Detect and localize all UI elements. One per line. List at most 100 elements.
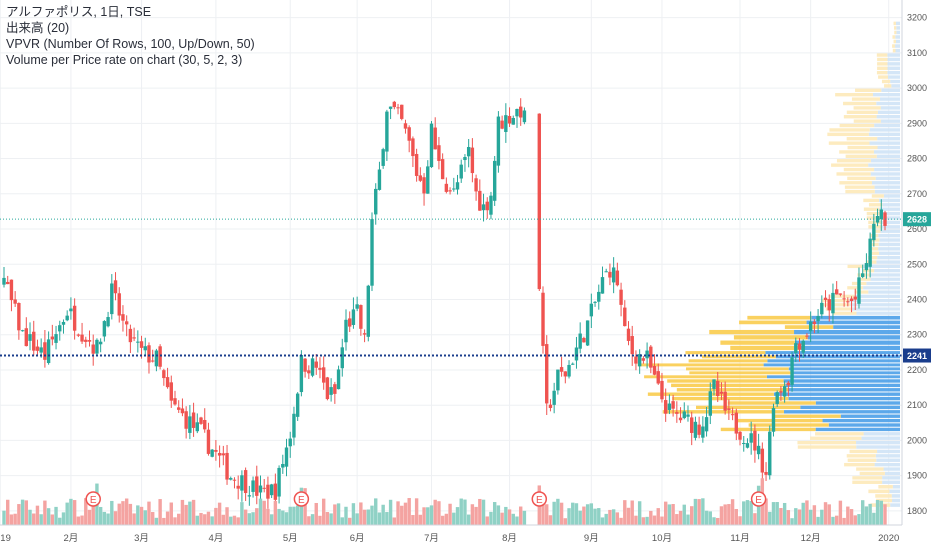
vpvr-bar-down xyxy=(733,335,808,340)
volume-bar xyxy=(838,500,843,525)
volume-bar xyxy=(9,514,14,525)
vpvr-bar-down xyxy=(667,379,784,383)
volume-bar xyxy=(414,498,419,525)
vpvr-bar-up xyxy=(879,198,900,203)
candle-body xyxy=(552,390,556,405)
vpvr-bar-up xyxy=(882,476,900,480)
vpvr-bar-down xyxy=(815,432,864,436)
candle-body xyxy=(597,291,601,302)
candle-body xyxy=(749,433,753,443)
legend-volume-line[interactable]: 出来高 (20) xyxy=(6,21,70,35)
candle-body xyxy=(864,263,869,271)
candle-body xyxy=(307,370,311,374)
last-price-badge xyxy=(903,212,931,227)
volume-bar xyxy=(455,507,460,525)
vpvr-bar-up xyxy=(870,273,900,277)
volume-bar xyxy=(585,504,590,525)
candle-body xyxy=(396,107,400,109)
volume-bar xyxy=(43,500,47,525)
vpvr-bar-up xyxy=(788,388,900,392)
volume-bar xyxy=(340,517,344,525)
candle-body xyxy=(623,307,627,327)
candle-body xyxy=(400,104,404,119)
candle-body xyxy=(820,302,824,315)
vpvr-bar-down xyxy=(877,62,888,66)
vpvr-bar-down xyxy=(846,454,876,458)
candle-body xyxy=(768,431,772,476)
vpvr-bar-up xyxy=(887,57,900,62)
candle-body xyxy=(35,346,40,351)
candle-body xyxy=(801,340,805,353)
candle-body xyxy=(701,426,705,438)
volume-bar xyxy=(879,500,883,525)
candle-body xyxy=(452,188,456,190)
volume-bar xyxy=(615,512,620,525)
earnings-marker-icon xyxy=(293,491,310,507)
volume-bar xyxy=(671,504,675,525)
legend-symbol-line[interactable]: アルファポリス, 1日, TSE xyxy=(6,5,152,19)
vpvr-bar-down xyxy=(868,220,882,225)
vpvr-bar-down xyxy=(878,484,893,489)
price-tick-label: 2600 xyxy=(907,224,927,234)
volume-bar xyxy=(251,512,255,525)
vpvr-bar-up xyxy=(878,233,900,238)
vpvr-bar-up xyxy=(877,449,900,454)
vpvr-bar-up xyxy=(891,494,900,498)
volume-bar xyxy=(768,511,772,525)
volume-bar xyxy=(842,517,846,525)
volume-bar xyxy=(407,498,411,525)
price-axis-bg xyxy=(902,0,932,550)
candle-body xyxy=(385,111,389,152)
candle-body xyxy=(771,408,776,432)
volume-bar xyxy=(426,507,430,525)
legend-vpvr-line[interactable]: VPVR (Number Of Rows, 100, Up/Down, 50) xyxy=(6,37,255,51)
vpvr-bar-down xyxy=(855,88,882,92)
candle-body xyxy=(459,164,463,179)
volume-bar xyxy=(466,514,471,525)
candle-body xyxy=(507,115,512,124)
vpvr-bar-down xyxy=(853,119,881,123)
volume-bar xyxy=(682,504,686,525)
vpvr-bar-down xyxy=(872,229,881,233)
volume-bar xyxy=(519,506,523,525)
volume-bar xyxy=(742,501,746,525)
candle-body xyxy=(429,123,434,168)
volume-bar xyxy=(255,508,259,525)
volume-bar xyxy=(730,499,735,525)
volume-bar xyxy=(32,513,36,525)
legend-vpp-line[interactable]: Volume per Price rate on chart (30, 5, 2… xyxy=(6,53,243,67)
volume-bar xyxy=(875,500,880,525)
candle-body xyxy=(98,341,103,345)
time-tick-label: 2020 xyxy=(878,533,899,544)
volume-bar xyxy=(284,512,289,525)
vpvr-bar-up xyxy=(879,238,900,242)
volume-bar xyxy=(723,504,727,525)
candle-body xyxy=(463,157,467,161)
vpvr-bar-down xyxy=(892,35,896,39)
volume-bar xyxy=(366,509,370,525)
candle-body xyxy=(838,293,843,295)
volume-bar xyxy=(381,504,385,525)
vpvr-bar-down xyxy=(739,320,807,325)
vpvr-bar-down xyxy=(839,181,873,185)
volume-bar xyxy=(753,513,757,525)
candle-body xyxy=(697,424,701,435)
vpvr-bar-down xyxy=(829,128,870,132)
volume-bar xyxy=(132,513,136,525)
volume-bar xyxy=(637,501,642,525)
vpvr-bar-up xyxy=(874,462,900,467)
volume-bar xyxy=(864,506,869,525)
volume-bar xyxy=(563,518,568,525)
volume-bar xyxy=(701,498,705,525)
earnings-marker-label: E xyxy=(755,495,762,506)
candle-body xyxy=(448,190,452,192)
volume-bar xyxy=(522,510,527,525)
vpvr-bar-down xyxy=(839,123,875,128)
vpvr-bar-down xyxy=(857,277,871,281)
volume-bar xyxy=(675,514,679,525)
volume-bar xyxy=(117,503,121,525)
candle-body xyxy=(693,421,698,438)
volume-bar xyxy=(619,517,623,525)
volume-bar xyxy=(292,506,296,525)
